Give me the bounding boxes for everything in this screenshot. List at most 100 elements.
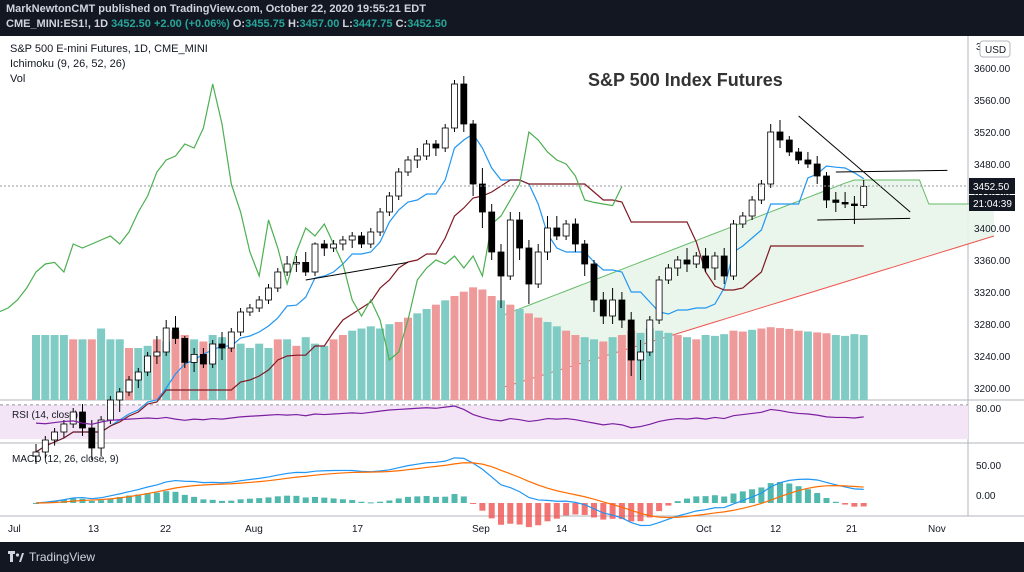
candle-body [674, 259, 682, 269]
volume-bar [394, 322, 403, 400]
macd-histogram-bar [432, 496, 439, 503]
candle-body [460, 83, 468, 125]
macd-histogram-bar [116, 497, 123, 503]
macd-histogram-bar [488, 503, 495, 519]
candle-body [813, 163, 821, 177]
macd-histogram-bar [739, 491, 746, 503]
volume-bar [273, 339, 282, 400]
volume-bar [831, 335, 840, 400]
signal-line [35, 462, 864, 519]
volume-bar [822, 333, 831, 400]
volume-bar [859, 335, 868, 400]
candle-body [134, 371, 142, 381]
volume-bar [617, 335, 626, 400]
macd-histogram-bar [107, 498, 114, 503]
macd-histogram-bar [646, 503, 653, 518]
candle-body [237, 311, 245, 333]
price-chart-svg[interactable]: S&P 500 E-mini Futures, 1D, CME_MINI Ich… [0, 36, 1024, 542]
candle-body [841, 201, 849, 205]
chart-area[interactable]: S&P 500 E-mini Futures, 1D, CME_MINI Ich… [0, 36, 1024, 542]
candle-body [88, 427, 96, 449]
macd-histogram-bar [674, 501, 681, 503]
macd-histogram-bar [191, 496, 198, 503]
macd-histogram-bar [228, 500, 235, 503]
volume-bar [590, 339, 598, 400]
volume-bar [338, 335, 347, 400]
ichimoku-lines [0, 83, 865, 453]
candle-body [832, 199, 840, 203]
macd-histogram-bar [600, 503, 607, 520]
macd-histogram-bar [842, 503, 849, 505]
candle-body [162, 327, 170, 353]
candle-body [172, 327, 179, 339]
price-tick-label: 3400.00 [974, 224, 1011, 235]
macd-histogram-bar [814, 493, 821, 503]
candle-body [367, 231, 375, 245]
volume-bar [348, 330, 357, 400]
volume-bar [543, 322, 552, 400]
legend-main: S&P 500 E-mini Futures, 1D, CME_MINI [10, 43, 208, 55]
macd-histogram-bar [274, 496, 281, 503]
volume-bar [236, 343, 245, 400]
macd-histogram-bar [665, 503, 672, 506]
volume-bar [673, 335, 682, 400]
macd-histogram-bar [442, 496, 449, 503]
footer-brand: TradingView [29, 550, 96, 564]
macd-histogram-bar [498, 503, 504, 525]
candle-body [553, 227, 561, 237]
price-tick-label: 3600.00 [974, 64, 1011, 75]
candle-body [60, 423, 68, 433]
low-value: 3447.75 [352, 18, 393, 30]
candle-body [413, 155, 421, 161]
symbol-quote: CME_MINI:ES1!, 1D 3452.50 +2.00 (+0.06%)… [6, 18, 1018, 33]
volume-bar [245, 348, 254, 400]
macd-histogram-bar [135, 494, 142, 503]
macd-histogram-bar [628, 503, 635, 522]
candle-body [79, 411, 86, 429]
volume-bar [552, 326, 561, 400]
volume-bar [487, 296, 496, 400]
time-tick-label: 12 [770, 524, 782, 535]
candle-body [776, 131, 784, 141]
candle-body [860, 185, 868, 206]
candle-body [144, 355, 152, 373]
macd-histogram-bar [153, 492, 160, 503]
symbol-label[interactable]: CME_MINI:ES1!, 1D [6, 18, 109, 30]
candle-body [516, 219, 523, 249]
price-tick-label: 3480.00 [974, 160, 1011, 171]
candles [32, 76, 868, 464]
volume-bar [841, 335, 850, 400]
candle-body [785, 139, 793, 153]
candle-body [246, 307, 254, 313]
volume-bar [376, 328, 385, 400]
macd-histogram-bar [88, 500, 95, 503]
candle-body [320, 243, 328, 249]
volume-bar [720, 334, 729, 400]
publish-info: MarkNewtonCMT published on TradingView.c… [6, 3, 426, 15]
macd-histogram-bar [479, 503, 486, 511]
macd-histogram-bar [423, 495, 430, 503]
macd-histogram-bar [721, 496, 728, 503]
candle-body [795, 151, 802, 161]
currency-badge[interactable] [979, 40, 1011, 58]
last-price-label: 3452.50 [973, 182, 1010, 193]
candle-body [51, 431, 58, 441]
candle-body [265, 287, 272, 301]
volume-bar [115, 339, 124, 400]
volume-bar [683, 337, 691, 400]
time-tick-label: Sep [472, 524, 490, 535]
macd-histogram-bar [339, 499, 346, 503]
macd-histogram-bar [246, 498, 253, 503]
trendline-lower [817, 217, 911, 221]
candle-body [525, 247, 533, 285]
macd-histogram-bar [293, 495, 300, 503]
price-tick-label: 3240.00 [974, 352, 1011, 363]
volume-bars [32, 287, 868, 400]
volume-bar [776, 328, 784, 400]
volume-bar [450, 296, 459, 400]
candle-body [199, 353, 207, 365]
macd-histogram-bar [470, 503, 477, 504]
candle-body [581, 243, 589, 265]
chart-title: S&P 500 Index Futures [588, 70, 783, 90]
chikou-span [0, 83, 623, 362]
